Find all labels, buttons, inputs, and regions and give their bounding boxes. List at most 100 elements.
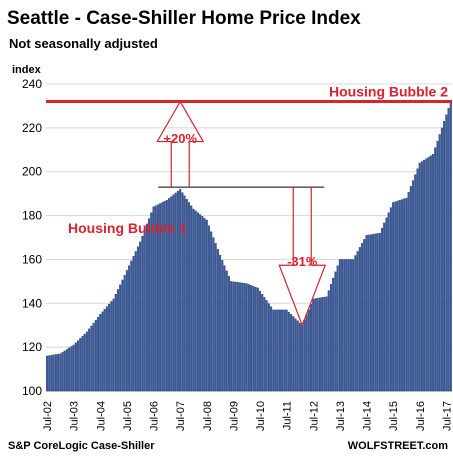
bar — [343, 259, 346, 392]
bar — [183, 195, 186, 392]
bar — [372, 234, 375, 392]
bar — [234, 281, 237, 392]
bar — [70, 346, 73, 392]
bar — [230, 281, 233, 392]
bar — [436, 140, 439, 392]
up-arrow — [156, 100, 205, 188]
x-tick-label: Jul-12 — [308, 401, 320, 431]
bar — [387, 212, 390, 392]
bar — [281, 309, 284, 392]
bar — [392, 202, 395, 392]
bar — [420, 161, 423, 392]
bar — [187, 202, 191, 392]
x-tick-label: Jul-09 — [228, 401, 240, 431]
bar — [398, 200, 401, 392]
bar — [287, 311, 290, 392]
bar — [447, 107, 450, 392]
y-tick-label: 220 — [22, 121, 42, 135]
bar — [310, 304, 313, 392]
bar — [123, 274, 126, 392]
bar — [434, 147, 437, 392]
bar — [341, 259, 344, 392]
bar — [101, 311, 104, 392]
bar — [216, 249, 219, 392]
x-tick-label: Jul-10 — [255, 401, 267, 431]
bar — [61, 352, 64, 392]
bar — [112, 298, 115, 392]
bar — [72, 344, 75, 392]
bar — [383, 222, 386, 392]
bar — [48, 355, 51, 392]
bar — [227, 275, 230, 392]
bar — [90, 325, 93, 392]
bar — [223, 265, 226, 392]
bar — [225, 270, 228, 392]
x-tick-label: Jul-15 — [388, 401, 400, 431]
source-left: S&P CoreLogic Case-Shiller — [8, 440, 155, 452]
bar — [403, 198, 406, 392]
x-tick-label: Jul-13 — [335, 401, 347, 431]
bar — [68, 347, 71, 392]
bar — [316, 298, 319, 392]
bar — [210, 231, 213, 392]
bar — [159, 203, 162, 392]
bar — [119, 284, 122, 392]
bar — [207, 225, 210, 392]
bar — [258, 290, 262, 392]
bar — [239, 282, 242, 392]
bar — [139, 241, 142, 392]
bar — [174, 192, 177, 392]
bar — [432, 154, 435, 392]
bar — [52, 354, 55, 392]
bar — [54, 354, 57, 392]
bar — [199, 214, 202, 392]
bar — [305, 314, 308, 392]
bar — [63, 350, 66, 392]
bar — [427, 156, 430, 392]
bar — [128, 265, 131, 392]
bar — [203, 217, 206, 392]
bar — [201, 216, 204, 392]
bar — [77, 340, 80, 392]
bar — [114, 293, 117, 392]
bar — [161, 202, 164, 392]
bar — [285, 309, 288, 392]
bar — [256, 287, 259, 392]
bar — [232, 281, 235, 392]
bar — [97, 317, 100, 392]
bar — [57, 353, 60, 392]
bar — [172, 194, 175, 392]
source-right: WOLFSTREET.com — [348, 440, 448, 452]
bar — [294, 318, 297, 392]
bar — [363, 239, 366, 392]
bar — [394, 201, 397, 392]
down-arrow — [278, 187, 327, 327]
bar — [354, 255, 357, 392]
bar — [352, 259, 355, 392]
bar — [329, 284, 332, 392]
bar — [181, 192, 184, 392]
bar — [74, 342, 77, 392]
bar — [416, 168, 419, 392]
bar — [254, 286, 257, 392]
bar — [361, 243, 364, 392]
bar — [272, 309, 275, 392]
chart-title: Seattle - Case-Shiller Home Price Index — [7, 8, 361, 29]
bar — [267, 303, 270, 392]
bars — [46, 101, 452, 392]
bar — [338, 259, 341, 392]
x-tick-label: Jul-14 — [362, 401, 374, 431]
bar — [449, 101, 452, 392]
y-tick-label: 160 — [22, 252, 42, 266]
bar — [270, 306, 273, 392]
bar — [303, 319, 306, 392]
bar — [409, 186, 412, 392]
decrease-label: -31% — [287, 254, 318, 269]
x-ticks: Jul-02 Jul-03 Jul-04 Jul-05 Jul-06 Jul-07 Jul-… — [42, 401, 453, 431]
y-tick-label: 240 — [22, 77, 42, 91]
bar — [176, 190, 179, 392]
bar — [252, 286, 255, 392]
bar — [440, 127, 443, 392]
bar — [185, 198, 188, 392]
